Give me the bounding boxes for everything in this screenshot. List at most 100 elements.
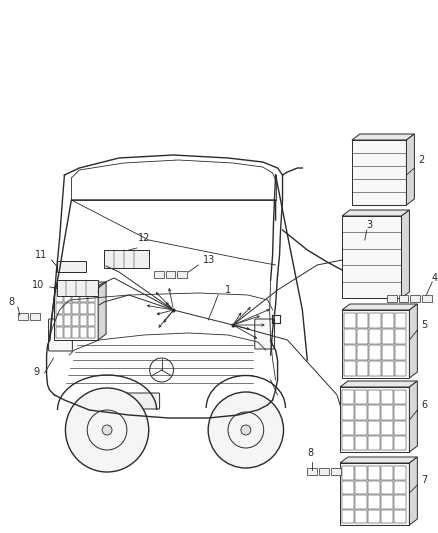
Polygon shape (340, 381, 417, 387)
FancyBboxPatch shape (342, 466, 354, 480)
Circle shape (208, 392, 283, 468)
FancyBboxPatch shape (368, 495, 380, 508)
FancyBboxPatch shape (422, 295, 432, 302)
Text: 1: 1 (225, 285, 231, 295)
FancyBboxPatch shape (369, 313, 381, 328)
Circle shape (65, 388, 148, 472)
FancyBboxPatch shape (53, 288, 98, 340)
Circle shape (241, 425, 251, 435)
FancyBboxPatch shape (355, 510, 367, 523)
Text: 8: 8 (9, 297, 15, 307)
Polygon shape (410, 304, 417, 378)
FancyBboxPatch shape (410, 295, 420, 302)
FancyBboxPatch shape (381, 436, 393, 450)
FancyBboxPatch shape (357, 345, 368, 360)
Text: 6: 6 (421, 400, 427, 410)
FancyBboxPatch shape (342, 390, 354, 404)
FancyBboxPatch shape (382, 313, 394, 328)
FancyBboxPatch shape (394, 481, 406, 494)
FancyBboxPatch shape (381, 510, 393, 523)
FancyBboxPatch shape (72, 291, 79, 302)
FancyBboxPatch shape (64, 315, 71, 326)
FancyBboxPatch shape (340, 463, 410, 525)
FancyBboxPatch shape (399, 295, 408, 302)
FancyBboxPatch shape (80, 327, 87, 338)
FancyBboxPatch shape (368, 421, 380, 435)
Circle shape (102, 425, 112, 435)
FancyBboxPatch shape (381, 466, 393, 480)
FancyBboxPatch shape (72, 327, 79, 338)
FancyBboxPatch shape (382, 345, 394, 360)
FancyBboxPatch shape (88, 303, 95, 314)
FancyBboxPatch shape (342, 216, 402, 298)
Circle shape (87, 410, 127, 450)
Text: 12: 12 (138, 233, 150, 243)
FancyBboxPatch shape (355, 421, 367, 435)
Text: 11: 11 (35, 250, 48, 260)
FancyBboxPatch shape (18, 313, 28, 320)
FancyBboxPatch shape (342, 421, 354, 435)
FancyBboxPatch shape (80, 303, 87, 314)
Text: 9: 9 (34, 367, 40, 377)
FancyBboxPatch shape (342, 436, 354, 450)
FancyBboxPatch shape (56, 327, 63, 338)
FancyBboxPatch shape (166, 271, 176, 278)
FancyBboxPatch shape (395, 345, 406, 360)
FancyBboxPatch shape (319, 468, 329, 475)
FancyBboxPatch shape (355, 466, 367, 480)
Text: 13: 13 (203, 255, 215, 265)
FancyBboxPatch shape (64, 327, 71, 338)
Text: 5: 5 (421, 320, 427, 330)
FancyBboxPatch shape (80, 315, 87, 326)
FancyBboxPatch shape (387, 295, 396, 302)
FancyBboxPatch shape (344, 345, 356, 360)
Polygon shape (98, 282, 106, 340)
Text: 7: 7 (421, 475, 427, 485)
Text: 3: 3 (367, 220, 373, 230)
FancyBboxPatch shape (394, 466, 406, 480)
FancyBboxPatch shape (368, 510, 380, 523)
FancyBboxPatch shape (369, 345, 381, 360)
FancyBboxPatch shape (154, 271, 163, 278)
Text: 2: 2 (418, 155, 424, 165)
FancyBboxPatch shape (382, 361, 394, 376)
FancyBboxPatch shape (381, 495, 393, 508)
FancyBboxPatch shape (355, 436, 367, 450)
FancyBboxPatch shape (342, 510, 354, 523)
FancyBboxPatch shape (307, 468, 317, 475)
FancyBboxPatch shape (342, 405, 354, 419)
FancyBboxPatch shape (342, 495, 354, 508)
FancyBboxPatch shape (394, 421, 406, 435)
FancyBboxPatch shape (394, 495, 406, 508)
Polygon shape (410, 457, 417, 525)
FancyBboxPatch shape (352, 140, 406, 205)
Polygon shape (352, 134, 414, 140)
FancyBboxPatch shape (64, 303, 71, 314)
FancyBboxPatch shape (357, 329, 368, 344)
FancyBboxPatch shape (72, 303, 79, 314)
FancyBboxPatch shape (331, 468, 341, 475)
Polygon shape (342, 210, 410, 216)
FancyBboxPatch shape (357, 313, 368, 328)
Polygon shape (340, 457, 417, 463)
Text: 4: 4 (431, 273, 438, 283)
FancyBboxPatch shape (368, 390, 380, 404)
Polygon shape (406, 134, 414, 205)
FancyBboxPatch shape (88, 327, 95, 338)
FancyBboxPatch shape (382, 329, 394, 344)
Text: 8: 8 (307, 448, 314, 458)
FancyBboxPatch shape (255, 319, 275, 349)
FancyBboxPatch shape (369, 361, 381, 376)
FancyBboxPatch shape (394, 436, 406, 450)
FancyBboxPatch shape (368, 436, 380, 450)
FancyBboxPatch shape (57, 280, 98, 296)
FancyBboxPatch shape (381, 421, 393, 435)
FancyBboxPatch shape (381, 405, 393, 419)
FancyBboxPatch shape (369, 329, 381, 344)
FancyBboxPatch shape (118, 393, 159, 409)
FancyBboxPatch shape (355, 495, 367, 508)
FancyBboxPatch shape (340, 387, 410, 452)
FancyBboxPatch shape (342, 310, 410, 378)
Circle shape (228, 412, 264, 448)
FancyBboxPatch shape (368, 405, 380, 419)
